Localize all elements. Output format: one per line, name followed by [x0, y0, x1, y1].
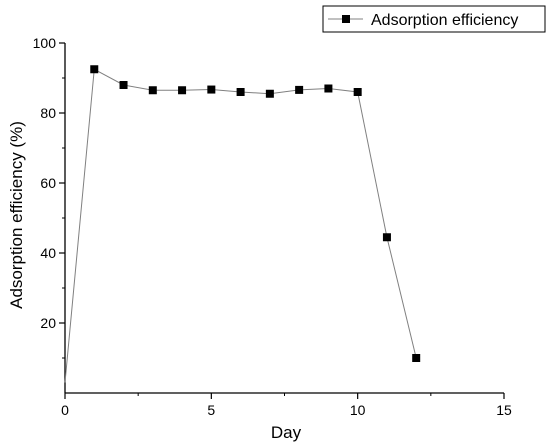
y-tick-label: 40	[40, 245, 56, 261]
x-axis-title: Day	[271, 423, 302, 442]
data-point	[178, 86, 187, 95]
x-ticks: 0 5 10 15	[61, 393, 512, 418]
axes	[64, 43, 504, 394]
data-point	[236, 88, 245, 96]
y-tick-label: 100	[33, 35, 57, 51]
data-point	[412, 354, 421, 362]
x-tick-label: 5	[207, 402, 215, 418]
data-point	[324, 84, 333, 93]
y-tick-label: 20	[40, 315, 56, 331]
y-tick-label: 80	[40, 105, 56, 121]
x-tick-label: 0	[61, 402, 69, 418]
y-tick-label: 60	[40, 175, 56, 191]
data-point	[90, 65, 99, 74]
data-point	[148, 86, 157, 95]
legend-label: Adsorption efficiency	[371, 12, 518, 29]
y-axis-title: Adsorption efficiency (%)	[7, 121, 26, 309]
x-tick-label: 10	[350, 402, 366, 418]
y-ticks: 20 40 60 80 100	[33, 35, 65, 359]
data-point	[207, 85, 216, 94]
data-point	[265, 89, 274, 98]
legend: Adsorption efficiency	[322, 5, 546, 33]
legend-marker	[342, 15, 350, 23]
data-point	[382, 233, 391, 242]
data-point	[353, 88, 362, 96]
series-group	[64, 65, 421, 383]
series-line	[64, 68, 417, 383]
x-tick-label: 15	[496, 402, 512, 418]
data-point	[295, 85, 304, 94]
data-point	[119, 81, 128, 89]
